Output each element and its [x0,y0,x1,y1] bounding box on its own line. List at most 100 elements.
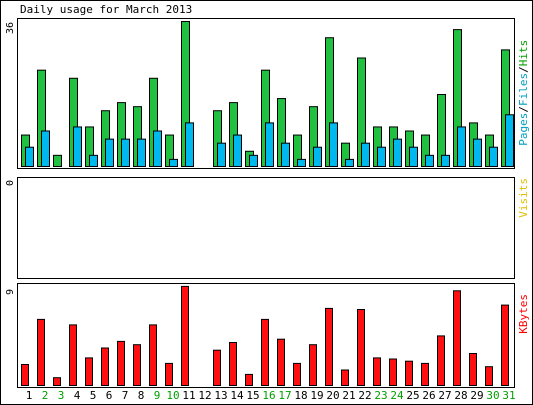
hits-files-bar [505,114,514,167]
hits-files-bar [425,154,434,167]
x-axis-day-label: 17 [278,389,291,402]
hits-files-bar [121,138,130,168]
hits-legend-part: / [517,66,530,73]
hits-files-bar [169,158,178,167]
hits-files-bar [41,130,50,167]
hits-files-bar [473,138,482,168]
hits-files-bar [281,142,290,168]
hits-files-bar [297,158,306,167]
kbytes-kbytes-bar [213,349,221,387]
hits-files-bar [457,126,466,167]
kbytes-kbytes-bar [21,364,29,386]
x-axis-day-label: 24 [390,389,404,402]
x-axis-day-label: 4 [74,389,81,402]
hits-legend-part: Files [517,73,530,106]
chart-title: Daily usage for March 2013 [20,3,192,16]
kbytes-kbytes-bar [325,307,333,386]
kbytes-kbytes-bar [293,362,301,386]
x-axis-day-label: 22 [358,389,371,402]
x-axis-day-label: 23 [374,389,387,402]
hits-files-bar [409,146,418,168]
x-axis-day-label: 30 [486,389,499,402]
hits-legend-part: Pages [517,113,530,146]
hits-legend-part: / [517,106,530,113]
x-axis-day-label: 18 [294,389,307,402]
hits-files-bar [377,146,386,168]
kbytes-kbytes-bar [309,344,317,387]
hits-legend: Pages/Files/Hits [517,40,530,146]
hits-files-bar [217,142,226,168]
kbytes-kbytes-bar [181,285,189,386]
hits-files-bar [313,146,322,168]
x-axis-day-label: 29 [470,389,483,402]
kbytes-legend-part: KBytes [517,294,530,334]
kbytes-kbytes-bar [37,318,45,386]
hits-legend-part: Hits [517,40,530,67]
kbytes-kbytes-bar [389,358,397,386]
hits-files-bar [249,154,258,167]
kbytes-kbytes-bar [101,347,109,386]
x-axis-day-label: 21 [342,389,355,402]
x-axis-day-labels: 1 2 3 4 5 6 7 8 9 10 11 12 13 14 15 16 17 18 19 20 21 22 23 24 2… [26,389,516,402]
kbytes-kbytes-bar [357,309,365,386]
visits-legend: Visits [517,178,530,218]
hits-files-bar [489,146,498,168]
kbytes-kbytes-bar [437,335,445,386]
visits-y-tick: 0 [5,180,16,186]
x-axis-day-label: 2 [42,389,49,402]
kbytes-kbytes-bar [501,304,509,387]
kbytes-kbytes-bar [261,318,269,386]
x-axis-day-label: 7 [122,389,129,402]
kbytes-kbytes-bar [421,362,429,386]
hits-files-bar [329,122,338,167]
kbytes-kbytes-bar [405,360,413,387]
hits-files-bar [265,122,274,167]
x-axis-day-label: 3 [58,389,65,402]
hits-hits-bar [53,154,62,167]
x-axis-day-label: 19 [310,389,323,402]
x-axis-day-label: 26 [422,389,435,402]
hits-files-bar [137,138,146,168]
x-axis-day-label: 13 [214,389,227,402]
hits-files-bar [25,146,34,168]
kbytes-kbytes-bar [69,324,77,386]
x-axis-day-label: 12 [198,389,211,402]
hits-y-tick: 36 [5,22,16,34]
kbytes-kbytes-bar [149,324,157,386]
kbytes-legend: KBytes [517,294,530,334]
hits-files-bar [361,142,370,168]
hits-files-bar [393,138,402,168]
visits-panel-frame [17,177,515,279]
hits-files-bar [153,130,162,167]
kbytes-kbytes-bar [453,290,461,386]
x-axis-day-label: 15 [246,389,259,402]
x-axis-day-label: 1 [26,389,33,402]
kbytes-kbytes-bar [245,373,253,386]
x-axis-day-label: 16 [262,389,275,402]
kbytes-kbytes-bar [85,357,93,386]
x-axis-day-label: 27 [438,389,451,402]
x-axis-day-label: 9 [154,389,161,402]
kbytes-y-tick: 9 [5,289,16,295]
visits-legend-part: Visits [517,178,530,218]
kbytes-kbytes-bar [117,340,125,386]
kbytes-panel-frame [17,283,515,388]
x-axis-day-label: 11 [182,389,195,402]
kbytes-kbytes-bar [277,338,285,387]
hits-files-bar [105,138,114,168]
kbytes-kbytes-bar [341,369,349,386]
hits-files-bar [73,126,82,167]
x-axis-day-label: 25 [406,389,419,402]
x-axis-day-label: 14 [230,389,244,402]
x-axis-day-label: 28 [454,389,467,402]
hits-files-bar [233,134,242,168]
chart-bars [21,21,514,387]
kbytes-kbytes-bar [469,353,477,386]
hits-files-bar [89,154,98,167]
kbytes-kbytes-bar [165,362,173,386]
x-axis-day-label: 5 [90,389,97,402]
x-axis-day-label: 10 [166,389,179,402]
x-axis-day-label: 6 [106,389,113,402]
x-axis-day-label: 20 [326,389,339,402]
x-axis-day-label: 31 [502,389,515,402]
